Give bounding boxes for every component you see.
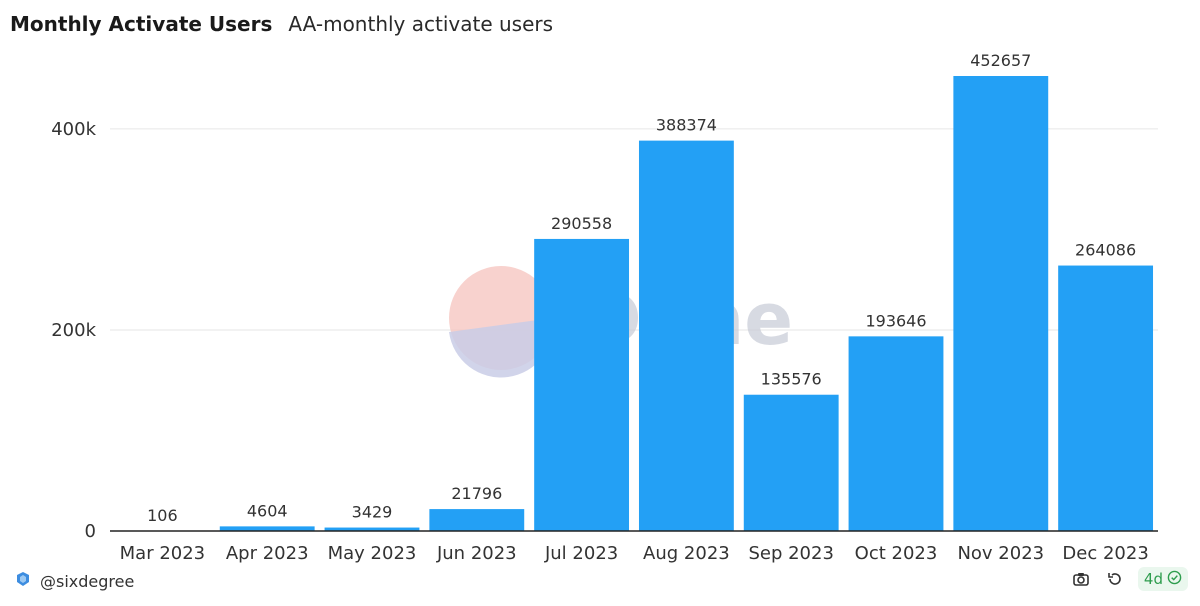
bar-value-label: 135576 [761,370,822,389]
bar-value-label: 4604 [247,501,288,520]
bar-value-label: 452657 [970,51,1031,70]
bar-value-label: 106 [147,506,178,525]
sixdegree-logo-icon [14,570,32,592]
age-badge: 4d [1137,567,1188,591]
bar[interactable] [1058,265,1154,531]
y-tick-label: 0 [85,521,96,542]
bars [114,76,1154,532]
y-axis: 0 200k 400k [51,119,96,542]
bar[interactable] [219,526,315,531]
bar[interactable] [743,394,839,531]
x-tick-label: May 2023 [328,543,417,564]
y-tick-label: 400k [51,119,96,140]
x-tick-label: Jul 2023 [544,543,618,564]
bar[interactable] [848,336,944,531]
x-tick-label: Apr 2023 [226,543,309,564]
age-text: 4d [1143,570,1163,588]
dune-logo-icon [449,266,554,378]
x-tick-label: Dec 2023 [1062,543,1148,564]
x-tick-label: Oct 2023 [855,543,938,564]
bar[interactable] [534,238,630,531]
refresh-icon[interactable] [1104,568,1126,590]
bar-value-label: 290558 [551,214,612,233]
bar[interactable] [324,527,420,531]
bar-value-label: 193646 [865,311,926,330]
footer-author[interactable]: @sixdegree [14,570,134,592]
camera-icon[interactable] [1070,568,1092,590]
bar[interactable] [638,140,734,532]
check-circle-icon [1167,570,1182,589]
bar[interactable] [429,509,525,531]
bar-value-label: 3429 [352,503,393,522]
bar[interactable] [953,76,1049,531]
data-labels: 106 4604 3429 21796 290558 388374 135576 193646… [147,51,1136,525]
x-axis: Mar 2023 Apr 2023 May 2023 Jun 2023 Jul 2023… [110,530,1158,564]
chart-header: Monthly Activate Users AA-monthly activa… [10,12,553,36]
bar-value-label: 21796 [451,484,502,503]
chart-title: Monthly Activate Users [10,12,273,36]
bar-value-label: 388374 [656,116,717,135]
y-tick-label: 200k [51,320,96,341]
x-tick-label: Sep 2023 [748,543,833,564]
x-tick-label: Nov 2023 [957,543,1044,564]
bar-value-label: 264086 [1075,241,1136,260]
x-tick-label: Jun 2023 [436,543,517,564]
author-name: @sixdegree [40,571,135,591]
x-tick-label: Aug 2023 [643,543,730,564]
footer-actions: 4d [1070,567,1188,591]
chart-subtitle: AA-monthly activate users [288,12,554,36]
x-tick-label: Mar 2023 [120,543,206,564]
